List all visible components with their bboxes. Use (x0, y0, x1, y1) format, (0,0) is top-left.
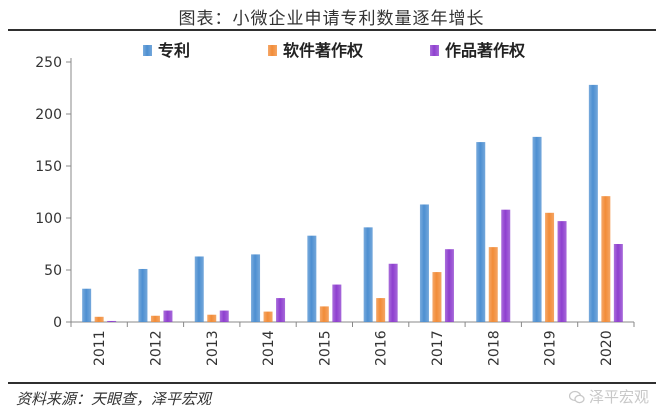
bar-1 (307, 235, 317, 322)
x-tick-label: 2016 (374, 330, 390, 366)
x-tick-label: 2017 (430, 330, 446, 366)
bar-2 (319, 306, 329, 322)
legend-swatch (430, 45, 439, 56)
x-tick-label: 2014 (261, 330, 277, 366)
bar-2 (207, 314, 217, 322)
bar-3 (388, 263, 398, 322)
wechat-icon (568, 390, 585, 403)
x-tick-label: 2015 (317, 330, 333, 366)
x-tick-label: 2012 (148, 330, 164, 366)
watermark-text: 泽平宏观 (588, 388, 649, 406)
legend-label: 作品著作权 (445, 41, 526, 60)
y-tick-label: 50 (44, 263, 62, 279)
legend-label: 专利 (158, 41, 190, 60)
bar-3 (219, 310, 229, 322)
y-tick-label: 150 (35, 159, 62, 175)
bar-1 (532, 136, 542, 322)
bar-1 (588, 84, 598, 322)
bar-chart: 0 50 100 150 200 250 2011 2012 2013 2014 2015 2016 2… (35, 41, 635, 366)
bar-1 (363, 227, 373, 322)
bar-2 (376, 298, 386, 322)
legend-swatch (143, 45, 152, 56)
bar-3 (107, 320, 117, 322)
bar-1 (251, 254, 261, 322)
bar-2 (488, 247, 498, 322)
bar-3 (557, 221, 567, 322)
x-tick-label: 2011 (92, 330, 108, 366)
x-tick-label: 2013 (205, 330, 221, 366)
y-tick-label: 200 (35, 107, 62, 123)
x-tick-label: 2019 (543, 330, 559, 366)
bar-3 (613, 244, 623, 322)
source-note: 资料来源：天眼查，泽平宏观 (16, 390, 212, 408)
bar-3 (332, 284, 342, 322)
bar-2 (432, 272, 442, 322)
x-tick-label: 2018 (486, 330, 502, 366)
top-rule (8, 29, 656, 31)
bottom-rule (8, 382, 656, 384)
chart-title: 图表：小微企业申请专利数量逐年增长 (178, 9, 485, 29)
watermark: 泽平宏观 (568, 386, 649, 407)
bar-2 (545, 212, 555, 322)
bar-3 (163, 310, 173, 322)
bar-2 (601, 196, 611, 322)
legend-swatch (268, 45, 277, 56)
bar-1 (476, 142, 486, 322)
bar-2 (263, 311, 273, 322)
y-tick-label: 0 (53, 315, 62, 331)
bar-2 (150, 315, 160, 322)
bar-1 (419, 204, 429, 322)
bar-1 (194, 256, 204, 322)
y-tick-label: 100 (35, 211, 62, 227)
y-tick-label: 250 (35, 55, 62, 71)
legend-label: 软件著作权 (283, 41, 364, 60)
bar-1 (138, 268, 148, 322)
bar-3 (501, 209, 511, 322)
x-tick-label: 2020 (599, 330, 615, 366)
bar-1 (82, 288, 92, 322)
bar-2 (94, 316, 104, 322)
bar-3 (444, 249, 454, 322)
bar-3 (276, 298, 286, 322)
